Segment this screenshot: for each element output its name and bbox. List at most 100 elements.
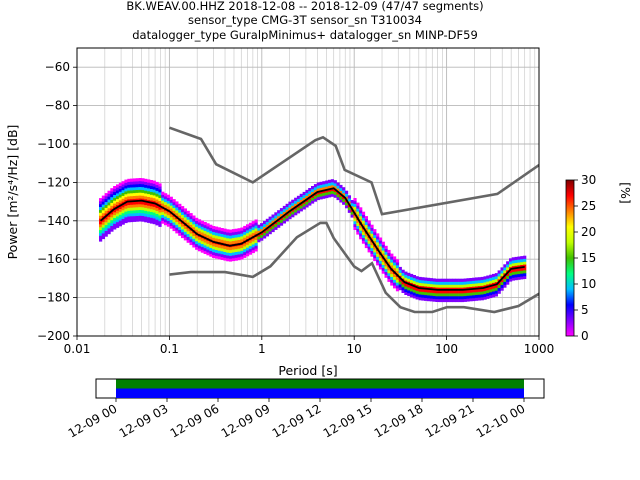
psd-cell — [200, 243, 204, 247]
psd-cell — [313, 187, 318, 191]
psd-cell — [127, 201, 131, 205]
psd-cell — [192, 221, 196, 225]
psd-cell — [477, 280, 481, 284]
psd-cell — [195, 217, 199, 221]
psd-cell — [101, 233, 105, 237]
psd-cell — [172, 202, 176, 206]
psd-cell — [149, 217, 154, 221]
psd-cell — [412, 289, 416, 293]
psd-cell — [285, 209, 289, 213]
psd-cell — [104, 227, 108, 231]
psd-cell — [169, 222, 173, 226]
psd-cell — [158, 220, 162, 225]
psd-cell — [192, 232, 196, 236]
psd-cell — [387, 278, 391, 282]
psd-cell — [429, 283, 433, 287]
psd-cell — [364, 233, 368, 237]
psd-cell — [384, 248, 388, 252]
psd-cell — [118, 214, 122, 218]
psd-cell — [438, 278, 442, 282]
psd-cell — [480, 279, 484, 283]
psd-cell — [186, 239, 190, 243]
psd-cell — [209, 233, 213, 237]
psd-cell — [135, 181, 139, 185]
psd-cell — [328, 185, 332, 189]
psd-cell — [144, 178, 148, 182]
psd-cell — [246, 253, 250, 257]
psd-cell — [472, 283, 476, 287]
psd-cell — [214, 238, 219, 242]
psd-cell — [183, 211, 187, 215]
psd-cell — [110, 217, 114, 221]
psd-cell — [135, 204, 139, 208]
psd-cell — [110, 228, 114, 232]
psd-cell — [101, 195, 105, 199]
psd-cell — [376, 262, 380, 266]
psd-cell — [268, 222, 272, 226]
psd-cell — [175, 218, 179, 222]
psd-cell — [401, 287, 405, 291]
psd-cell — [113, 194, 117, 198]
psd-cell — [200, 223, 204, 227]
psd-cell — [178, 215, 182, 219]
psd-cell — [353, 198, 357, 202]
psd-cell — [217, 244, 221, 248]
psd-cell — [118, 191, 122, 195]
psd-cell — [410, 294, 414, 298]
psd-cell — [359, 218, 363, 222]
psd-cell — [373, 234, 377, 238]
psd-cell — [393, 256, 397, 260]
time-tick-label: 12-09 06 — [168, 401, 222, 440]
psd-cell — [356, 214, 360, 218]
psd-cell — [101, 207, 105, 211]
psd-cell — [152, 197, 156, 202]
psd-cell — [237, 236, 241, 240]
psd-cell — [469, 280, 473, 284]
psd-cell — [514, 256, 518, 261]
psd-cell — [127, 187, 131, 191]
psd-cell — [410, 285, 414, 289]
psd-cell — [353, 215, 357, 219]
psd-cell — [132, 187, 137, 191]
psd-cell — [466, 286, 470, 291]
psd-cell — [254, 231, 258, 235]
psd-cell — [376, 256, 380, 260]
psd-cell — [186, 236, 190, 240]
psd-cell — [226, 229, 230, 233]
psd-cell — [299, 193, 303, 197]
colorbar — [565, 179, 575, 337]
psd-cell — [169, 208, 173, 212]
psd-cell — [101, 221, 105, 225]
psd-cell — [237, 245, 241, 249]
psd-cell — [144, 201, 148, 206]
time-tick-label: 12-10 00 — [474, 401, 528, 440]
psd-cell — [135, 207, 139, 211]
psd-cell — [195, 240, 199, 245]
psd-cell — [141, 181, 145, 185]
psd-cell — [291, 205, 295, 209]
psd-cell — [124, 194, 128, 198]
psd-cell — [209, 253, 213, 257]
psd-cell — [336, 196, 340, 201]
psd-cell — [311, 191, 315, 195]
psd-cell — [101, 235, 105, 240]
psd-cell — [494, 276, 498, 280]
psd-cell — [124, 182, 128, 186]
x-tick-label: 0.1 — [160, 342, 179, 356]
psd-cell — [424, 283, 428, 287]
psd-cell — [212, 254, 216, 258]
psd-cell — [359, 233, 363, 237]
psd-cell — [418, 279, 422, 283]
psd-cell — [116, 201, 120, 205]
psd-cell — [203, 222, 207, 226]
psd-cell — [237, 234, 241, 238]
psd-cell — [223, 231, 227, 235]
psd-cell — [229, 229, 233, 233]
psd-cell — [477, 285, 481, 289]
psd-cell — [282, 205, 286, 210]
psd-cell — [231, 229, 236, 233]
psd-cell — [424, 286, 428, 290]
psd-cell — [200, 229, 204, 233]
psd-cell — [401, 272, 405, 276]
